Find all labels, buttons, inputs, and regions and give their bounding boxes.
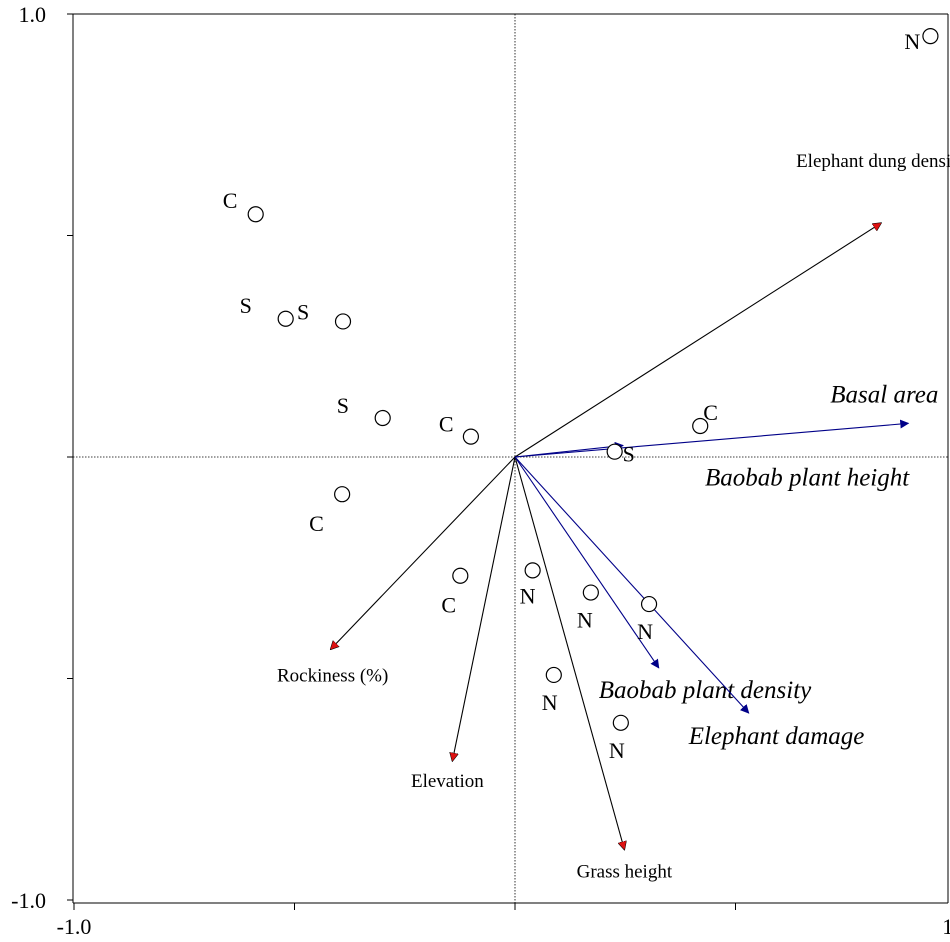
site-label: C <box>223 188 238 213</box>
vector-arrow <box>514 223 881 458</box>
site-label: C <box>441 593 456 618</box>
site-point <box>462 428 479 445</box>
site-point <box>612 714 629 731</box>
site-label: S <box>623 442 635 467</box>
site-point <box>247 206 264 223</box>
site-point <box>524 562 541 579</box>
vector-label: Baobab plant height <box>705 464 910 491</box>
vector-label: Elephant damage <box>688 723 865 750</box>
site-point <box>277 310 294 327</box>
site-point <box>582 584 599 601</box>
vector-arrow <box>514 456 624 849</box>
sites: N C S S S C C S C C N N N N N <box>223 28 939 763</box>
vector-arrow <box>514 456 750 714</box>
vectors: Elephant dung density Rockiness (%) Elevat… <box>277 151 950 882</box>
x-tick-label: 1.0 <box>942 914 950 939</box>
site-point <box>922 28 939 45</box>
site-point <box>606 443 623 460</box>
site-point <box>640 595 658 613</box>
vector-label: Elephant dung density <box>796 151 950 172</box>
site-label: N <box>520 583 536 608</box>
site-point <box>374 409 391 427</box>
vector-arrow <box>331 456 516 649</box>
site-label: N <box>904 29 920 54</box>
vector-arrow <box>514 419 910 458</box>
site-label: S <box>337 393 349 418</box>
vector-label: Grass height <box>577 861 673 882</box>
site-point <box>452 567 469 584</box>
vector-arrow <box>514 456 660 669</box>
vector-label: Elevation <box>411 771 484 792</box>
site-point <box>545 666 562 684</box>
site-label: C <box>439 412 454 437</box>
site-point <box>692 417 709 435</box>
site-label: C <box>703 400 718 425</box>
y-tick-label: 1.0 <box>19 2 47 27</box>
vector-arrow <box>452 456 516 761</box>
y-tick-label: -1.0 <box>11 888 46 913</box>
site-label: C <box>309 511 324 536</box>
site-label: N <box>609 738 625 763</box>
vector-arrow <box>514 441 624 458</box>
vector-label: Rockiness (%) <box>277 665 388 686</box>
site-label: S <box>297 299 309 324</box>
site-point <box>334 486 351 503</box>
site-label: S <box>240 293 252 318</box>
x-tick-label: -1.0 <box>57 914 92 939</box>
vector-label: Baobab plant density <box>599 677 812 704</box>
site-label: N <box>577 608 593 633</box>
site-label: N <box>637 619 653 644</box>
vector-label: Basal area <box>830 381 938 408</box>
site-label: N <box>542 690 558 715</box>
site-point <box>334 313 352 330</box>
